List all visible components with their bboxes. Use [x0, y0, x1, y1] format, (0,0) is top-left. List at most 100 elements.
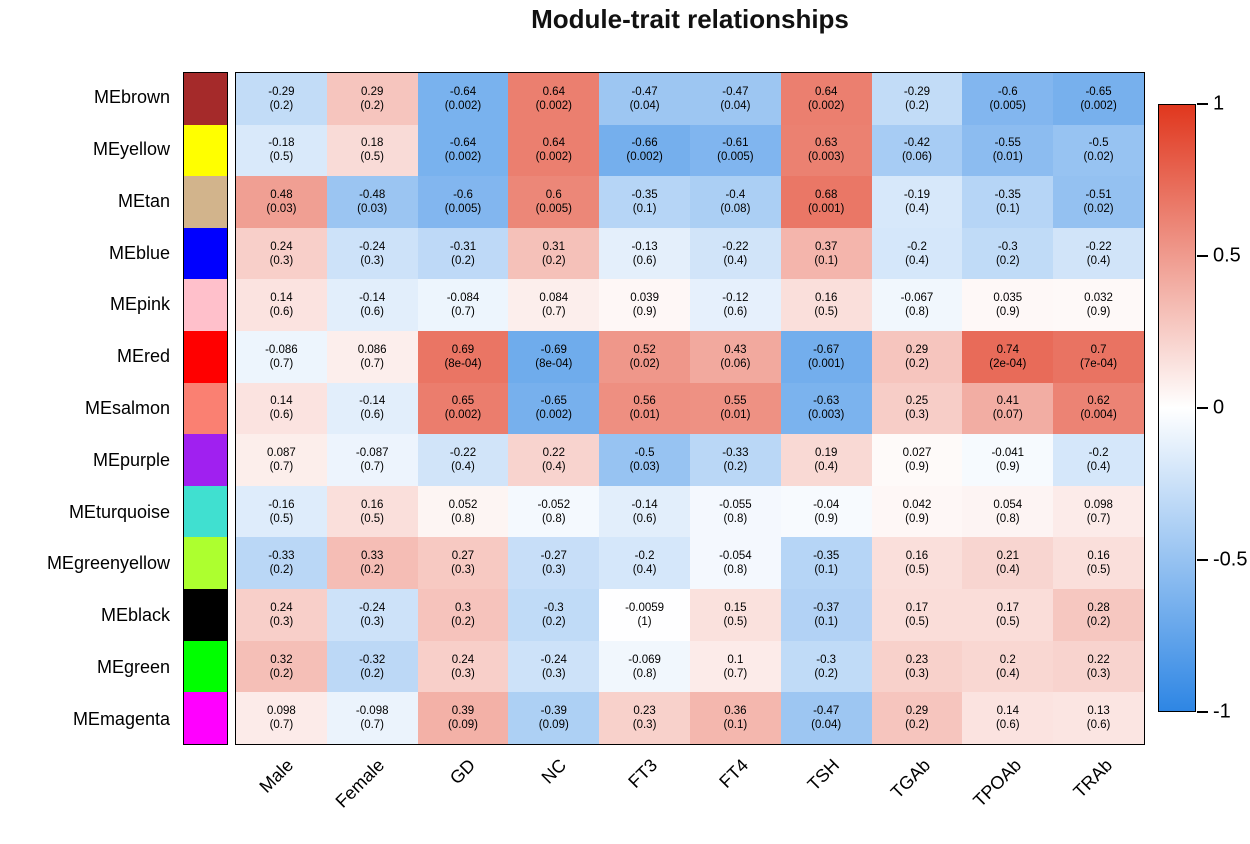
- heatmap-cell: 0.64 (0.002): [508, 124, 600, 177]
- cell-pvalue: (0.7): [451, 306, 475, 319]
- heatmap-cell: -0.22 (0.4): [1053, 227, 1144, 280]
- module-color-swatch: [184, 485, 227, 538]
- module-color-swatch: [184, 434, 227, 486]
- cell-correlation: 0.19: [814, 447, 838, 460]
- cell-correlation: 0.22: [542, 447, 565, 460]
- cell-pvalue: (0.2): [814, 667, 838, 680]
- cell-pvalue: (0.8): [905, 306, 929, 319]
- cell-pvalue: (0.8): [632, 667, 657, 680]
- heatmap-cell: -0.35 (0.1): [780, 537, 872, 590]
- heatmap-cell: 0.24 (0.3): [417, 640, 509, 693]
- cell-pvalue: (0.2): [269, 667, 294, 680]
- heatmap-cell: -0.67 (0.001): [780, 331, 872, 383]
- cell-correlation: -0.32: [359, 653, 386, 666]
- cell-pvalue: (0.3): [269, 254, 294, 267]
- cell-pvalue: (0.2): [541, 615, 566, 628]
- cell-pvalue: (0.9): [814, 512, 838, 525]
- heatmap-row: 0.14 (0.6) -0.14 (0.6) 0.65 (0.002) -0.65 (0.00…: [236, 382, 1144, 435]
- heatmap-cell: 0.16 (0.5): [871, 537, 963, 590]
- heatmap-cell: -0.47 (0.04): [599, 73, 690, 125]
- heatmap-cell: 0.62 (0.004): [1053, 382, 1144, 435]
- heatmap-cell: -0.63 (0.003): [780, 382, 872, 435]
- cell-pvalue: (0.4): [632, 564, 657, 577]
- heatmap-cell: -0.35 (0.1): [962, 176, 1054, 228]
- cell-correlation: 0.52: [633, 343, 656, 356]
- cell-pvalue: (0.6): [269, 306, 294, 319]
- chart-title: Module-trait relationships: [531, 4, 849, 34]
- module-label: MEsalmon: [84, 397, 170, 418]
- cell-pvalue: (0.06): [901, 151, 932, 164]
- cell-pvalue: (0.5): [814, 306, 838, 319]
- cell-correlation: 0.054: [993, 498, 1023, 511]
- module-color-swatch: [184, 640, 227, 693]
- trait-label: TRAb: [1068, 755, 1116, 802]
- cell-pvalue: (0.7): [541, 306, 566, 319]
- cell-pvalue: (0.4): [541, 461, 566, 474]
- cell-correlation: -0.35: [631, 189, 658, 202]
- cell-pvalue: (0.07): [992, 409, 1023, 422]
- module-color-swatch: [184, 176, 227, 228]
- heatmap-cell: 0.56 (0.01): [599, 382, 690, 435]
- cell-pvalue: (0.4): [995, 564, 1020, 577]
- cell-correlation: -0.31: [449, 240, 477, 253]
- heatmap-row: -0.16 (0.5) 0.16 (0.5) 0.052 (0.8) -0.052 (0.8)…: [236, 485, 1144, 538]
- cell-pvalue: (0.4): [814, 461, 838, 474]
- cell-pvalue: (0.4): [1086, 461, 1111, 474]
- cell-pvalue: (0.6): [269, 409, 294, 422]
- cell-correlation: -0.086: [265, 343, 298, 356]
- cell-pvalue: (0.3): [541, 667, 566, 680]
- heatmap-cell: -0.64 (0.002): [417, 73, 509, 125]
- cell-correlation: 0.32: [270, 653, 293, 666]
- cell-correlation: 0.68: [814, 189, 838, 202]
- colorbar-tick-label: 1: [1213, 92, 1225, 115]
- cell-correlation: -0.04: [813, 498, 840, 511]
- cell-correlation: 0.14: [270, 395, 293, 408]
- heatmap-cell: -0.33 (0.2): [689, 434, 781, 486]
- heatmap-row: 0.24 (0.3) -0.24 (0.3) 0.3 (0.2) -0.3 (0.2) -0.0…: [236, 589, 1144, 641]
- cell-pvalue: (0.5): [723, 615, 748, 628]
- heatmap-cell: 0.052 (0.8): [417, 485, 509, 538]
- cell-pvalue: (0.7): [269, 461, 294, 474]
- cell-pvalue: (0.3): [632, 719, 657, 732]
- heatmap-cell: 0.3 (0.2): [417, 589, 509, 641]
- cell-correlation: -0.18: [268, 137, 295, 150]
- heatmap-cell: 0.032 (0.9): [1053, 279, 1144, 332]
- module-label: MEturquoise: [68, 501, 170, 522]
- cell-correlation: 0.29: [361, 85, 384, 98]
- cell-pvalue: (0.4): [451, 461, 475, 474]
- heatmap-cell: -0.22 (0.4): [417, 434, 509, 486]
- cell-correlation: 0.3: [454, 601, 471, 614]
- cell-correlation: -0.27: [540, 550, 567, 563]
- cell-pvalue: (0.2): [451, 615, 475, 628]
- cell-pvalue: (0.7): [360, 719, 385, 732]
- cell-pvalue: (0.3): [360, 254, 385, 267]
- cell-pvalue: (0.2): [269, 99, 294, 112]
- cell-pvalue: (0.01): [720, 409, 751, 422]
- heatmap-cell: -0.2 (0.4): [599, 537, 690, 590]
- cell-pvalue: (0.7): [269, 719, 294, 732]
- module-color-swatch: [184, 537, 227, 590]
- cell-correlation: 0.64: [542, 137, 565, 150]
- cell-pvalue: (0.4): [723, 254, 748, 267]
- cell-correlation: -0.64: [449, 137, 477, 150]
- heatmap-cell: 0.39 (0.09): [417, 692, 509, 744]
- cell-pvalue: (0.002): [535, 409, 572, 422]
- heatmap-row: 0.48 (0.03) -0.48 (0.03) -0.6 (0.005) 0.6 (0.00…: [236, 176, 1144, 228]
- module-label: MEblue: [108, 242, 170, 263]
- cell-pvalue: (0.2): [360, 99, 385, 112]
- cell-correlation: -0.22: [1085, 240, 1112, 253]
- heatmap-cell: -0.29 (0.2): [871, 73, 963, 125]
- heatmap-cell: -0.14 (0.6): [599, 485, 690, 538]
- cell-correlation: -0.5: [1088, 137, 1109, 150]
- cell-correlation: -0.66: [631, 137, 658, 150]
- cell-correlation: 0.22: [1087, 653, 1110, 666]
- cell-pvalue: (0.8): [723, 564, 748, 577]
- heatmap-cell: 0.17 (0.5): [871, 589, 963, 641]
- cell-pvalue: (0.02): [629, 357, 660, 370]
- cell-correlation: -0.14: [359, 292, 386, 305]
- module-color-swatch: [184, 73, 227, 125]
- cell-pvalue: (0.04): [811, 719, 842, 732]
- cell-correlation: 0.042: [902, 498, 932, 511]
- cell-correlation: 0.24: [270, 601, 293, 614]
- cell-correlation: 0.039: [630, 292, 659, 305]
